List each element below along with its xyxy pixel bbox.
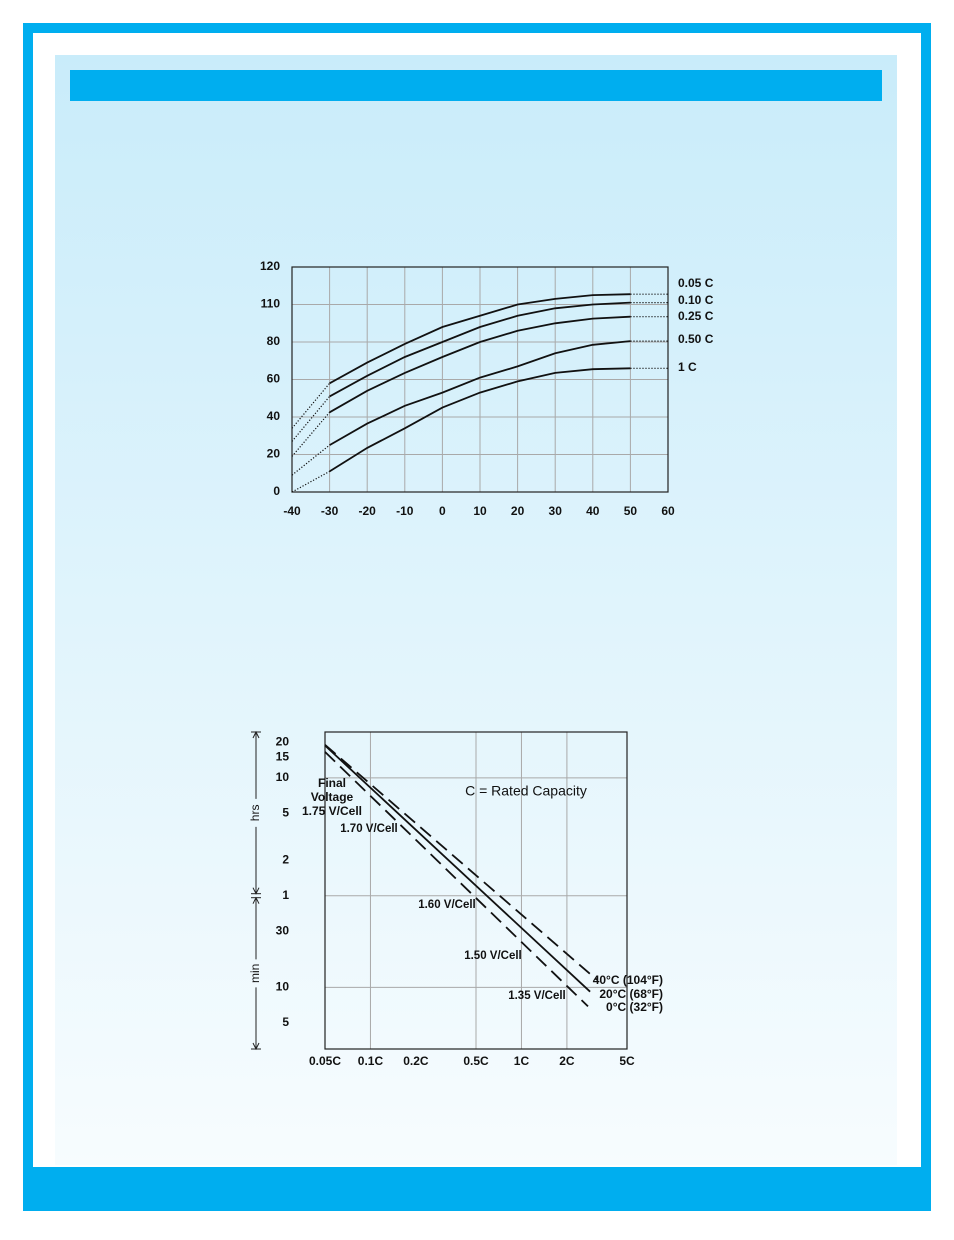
x-tick-label: 0.1C (358, 1054, 384, 1068)
x-tick-label: 0.5C (463, 1054, 489, 1068)
plot-frame (324, 731, 628, 1050)
x-tick-label: -20 (359, 504, 377, 518)
x-tick-label: 1C (514, 1054, 530, 1068)
line (329, 293, 631, 385)
line-extrapolated (291, 396, 331, 442)
series-label: 0°C (32°F) (606, 1000, 663, 1014)
y-unit-label: hrs (248, 805, 262, 822)
y-tick-label: 60 (267, 372, 281, 386)
x-tick-label: -10 (396, 504, 414, 518)
y-tick-label: 120 (260, 259, 280, 273)
line (329, 315, 631, 414)
series-label: 0.05 C (678, 276, 714, 290)
x-tick-label: -40 (283, 504, 301, 518)
y-tick-label: 5 (282, 1015, 289, 1029)
unit-arrow (252, 730, 260, 739)
y-tick-label: 110 (261, 297, 281, 311)
x-tick-label: 0.2C (403, 1054, 429, 1068)
line-extrapolated (291, 470, 330, 493)
annotation: 1.50 V/Cell (464, 950, 522, 962)
x-tick-label: 5C (619, 1054, 635, 1068)
x-tick-label: 2C (559, 1054, 575, 1068)
annotation: C = Rated Capacity (465, 783, 587, 799)
x-tick-label: -30 (321, 504, 339, 518)
y-unit-label: min (248, 964, 262, 983)
y-tick-label: 10 (276, 980, 290, 994)
x-tick-label: 40 (586, 504, 600, 518)
unit-arrow (252, 896, 260, 904)
x-tick-label: 30 (549, 504, 563, 518)
y-tick-label: 20 (276, 735, 290, 749)
y-tick-label: 1 (282, 888, 289, 902)
x-tick-label: 0.05C (309, 1054, 341, 1068)
y-tick-label: 40 (267, 409, 281, 423)
line (329, 367, 631, 473)
annotation: 1.70 V/Cell (340, 823, 398, 835)
y-tick-label: 15 (276, 749, 290, 763)
plot-frame (291, 266, 669, 493)
unit-arrow (252, 887, 260, 895)
line (329, 340, 631, 446)
x-tick-label: 0 (439, 504, 446, 518)
series-label: 40°C (104°F) (593, 973, 663, 987)
y-tick-label: 10 (276, 770, 290, 784)
line-extrapolated (291, 444, 330, 476)
header-bar (70, 70, 882, 101)
line (324, 751, 589, 1008)
series-label: 20°C (68°F) (599, 987, 663, 1001)
x-tick-label: 20 (511, 504, 525, 518)
x-tick-label: 60 (661, 504, 675, 518)
x-tick-label: 50 (624, 504, 638, 518)
y-tick-label: 80 (267, 334, 281, 348)
annotation: Final (318, 776, 346, 790)
y-tick-label: 0 (273, 484, 280, 498)
x-tick-label: 10 (473, 504, 487, 518)
series-label: 0.50 C (678, 332, 714, 346)
y-tick-label: 2 (282, 852, 289, 866)
y-tick-label: 30 (276, 923, 290, 937)
annotation: 1.35 V/Cell (508, 990, 566, 1002)
line-extrapolated (291, 382, 331, 429)
unit-arrow (252, 1042, 260, 1051)
annotation: 1.75 V/Cell (302, 804, 362, 818)
y-tick-label: 5 (282, 806, 289, 820)
series-label: 1 C (678, 360, 697, 374)
line (324, 744, 598, 981)
annotation: 1.60 V/Cell (418, 899, 476, 911)
y-tick-label: 20 (267, 447, 281, 461)
line (324, 744, 591, 993)
line (329, 301, 631, 398)
annotation: Voltage (311, 790, 354, 804)
series-label: 0.25 C (678, 309, 714, 323)
line-extrapolated (291, 411, 331, 457)
series-label: 0.10 C (678, 293, 714, 307)
